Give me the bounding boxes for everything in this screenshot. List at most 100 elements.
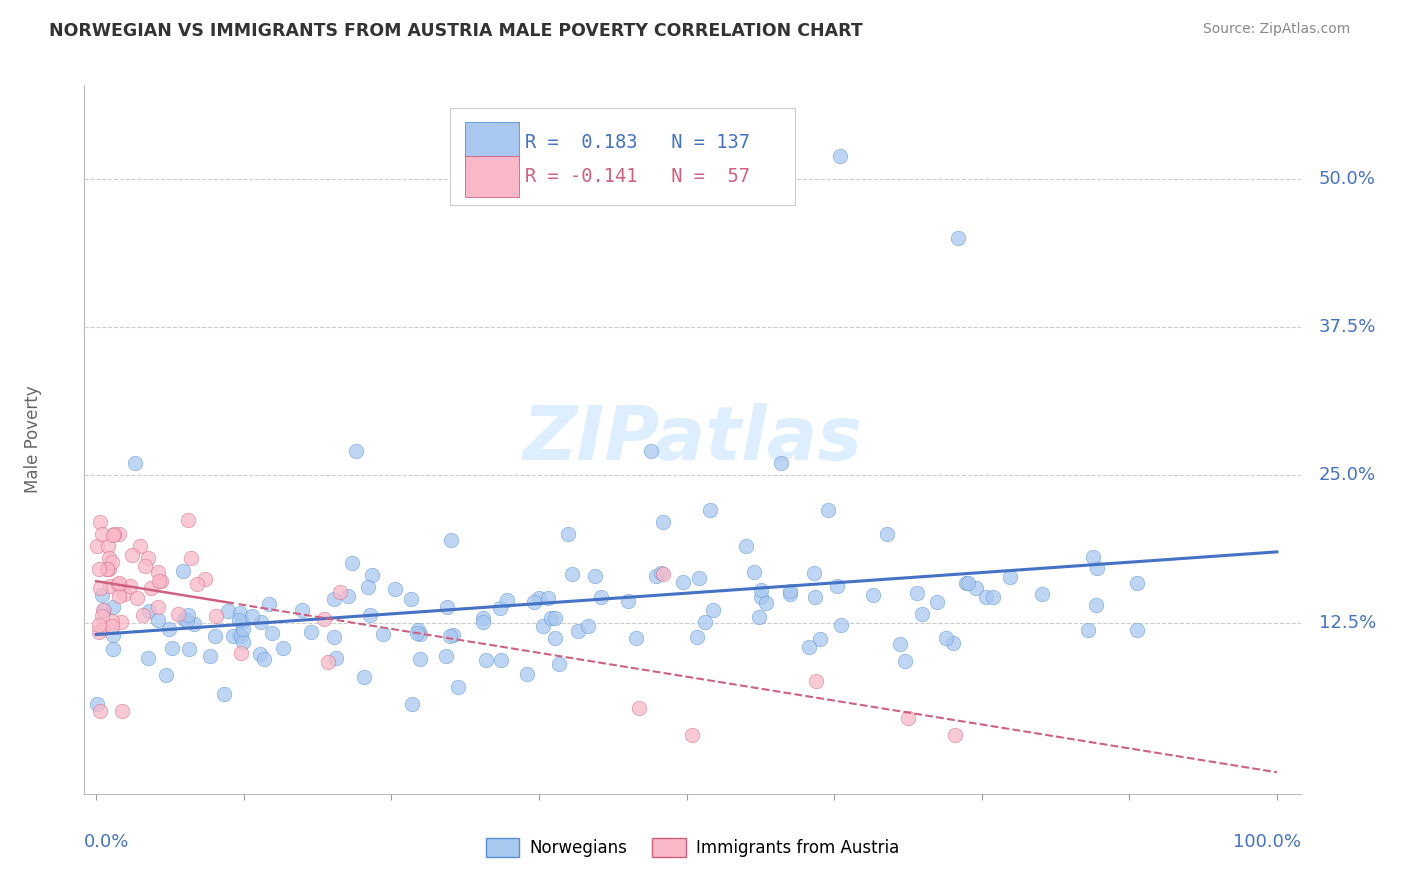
Point bbox=[101, 618, 124, 632]
Point bbox=[231, 615, 253, 630]
Point bbox=[93, 603, 115, 617]
Point bbox=[101, 527, 124, 541]
Point bbox=[686, 630, 709, 644]
Point bbox=[228, 613, 250, 627]
Point bbox=[97, 539, 120, 553]
Point bbox=[965, 581, 987, 595]
Text: NORWEGIAN VS IMMIGRANTS FROM AUSTRIA MALE POVERTY CORRELATION CHART: NORWEGIAN VS IMMIGRANTS FROM AUSTRIA MAL… bbox=[49, 22, 863, 40]
Point bbox=[124, 456, 146, 470]
Point bbox=[89, 704, 111, 718]
Point bbox=[624, 631, 647, 645]
Point bbox=[291, 603, 314, 617]
Point bbox=[127, 591, 149, 605]
Point bbox=[96, 562, 118, 576]
Point bbox=[1085, 560, 1108, 574]
Point bbox=[640, 444, 662, 458]
Point bbox=[260, 626, 283, 640]
Point bbox=[101, 641, 124, 656]
Point bbox=[537, 591, 560, 606]
Point bbox=[314, 612, 336, 626]
Point bbox=[107, 576, 129, 591]
Point bbox=[825, 579, 848, 593]
Text: 37.5%: 37.5% bbox=[1319, 318, 1376, 336]
Point bbox=[399, 591, 422, 606]
Point bbox=[527, 591, 550, 605]
Point bbox=[229, 607, 252, 621]
Point bbox=[176, 614, 198, 628]
Point bbox=[359, 607, 381, 622]
Point bbox=[186, 576, 208, 591]
Point bbox=[131, 608, 153, 623]
Point bbox=[974, 591, 997, 605]
Point bbox=[214, 687, 236, 701]
Point bbox=[194, 572, 217, 586]
Point bbox=[1031, 587, 1053, 601]
Point bbox=[204, 629, 226, 643]
Point bbox=[695, 615, 717, 630]
Point bbox=[531, 619, 554, 633]
Point bbox=[87, 624, 110, 639]
Point bbox=[1081, 550, 1104, 565]
Point bbox=[183, 617, 205, 632]
Point bbox=[91, 526, 114, 541]
Point bbox=[943, 728, 966, 742]
Point bbox=[89, 515, 111, 529]
Point bbox=[177, 608, 200, 623]
Point bbox=[876, 526, 898, 541]
Point bbox=[409, 652, 432, 666]
Point bbox=[946, 231, 969, 245]
Point bbox=[955, 575, 977, 590]
Point bbox=[540, 610, 562, 624]
Point bbox=[129, 539, 152, 553]
Point bbox=[755, 597, 778, 611]
FancyBboxPatch shape bbox=[465, 121, 519, 162]
Point bbox=[229, 629, 252, 643]
Point bbox=[1000, 570, 1022, 584]
Point bbox=[373, 627, 395, 641]
Point bbox=[797, 640, 820, 654]
Text: 100.0%: 100.0% bbox=[1233, 833, 1301, 851]
Legend: Norwegians, Immigrants from Austria: Norwegians, Immigrants from Austria bbox=[479, 831, 905, 863]
Point bbox=[336, 589, 359, 603]
Text: 0.0%: 0.0% bbox=[84, 833, 129, 851]
Point bbox=[108, 575, 131, 590]
Point bbox=[1077, 623, 1099, 637]
Point bbox=[627, 700, 650, 714]
Point bbox=[173, 612, 195, 626]
Point bbox=[447, 680, 470, 694]
Point bbox=[779, 583, 801, 598]
Point bbox=[617, 594, 640, 608]
Text: R =  0.183   N = 137: R = 0.183 N = 137 bbox=[524, 133, 749, 152]
Point bbox=[228, 628, 250, 642]
Point bbox=[100, 555, 122, 569]
Point bbox=[221, 629, 243, 643]
Point bbox=[567, 624, 589, 638]
Point bbox=[440, 533, 463, 548]
Point bbox=[121, 548, 143, 562]
Text: R = -0.141   N =  57: R = -0.141 N = 57 bbox=[524, 167, 749, 186]
Point bbox=[489, 600, 512, 615]
Point bbox=[87, 562, 110, 576]
Point bbox=[139, 581, 162, 595]
Point bbox=[180, 550, 202, 565]
Point bbox=[576, 619, 599, 633]
Point bbox=[751, 582, 773, 597]
Point bbox=[172, 565, 194, 579]
Point bbox=[316, 656, 339, 670]
Point bbox=[547, 657, 569, 671]
Point bbox=[942, 636, 965, 650]
Point bbox=[177, 513, 200, 527]
Point bbox=[408, 624, 430, 638]
Point bbox=[769, 456, 792, 470]
Point bbox=[325, 651, 347, 665]
Point bbox=[91, 622, 114, 636]
Point bbox=[911, 607, 934, 621]
Point bbox=[1125, 576, 1147, 591]
Point bbox=[652, 567, 675, 582]
Point bbox=[108, 589, 131, 603]
Point bbox=[148, 574, 170, 588]
Text: Source: ZipAtlas.com: Source: ZipAtlas.com bbox=[1202, 22, 1350, 37]
Point bbox=[401, 697, 423, 711]
Point bbox=[217, 604, 239, 618]
Point bbox=[589, 590, 612, 604]
